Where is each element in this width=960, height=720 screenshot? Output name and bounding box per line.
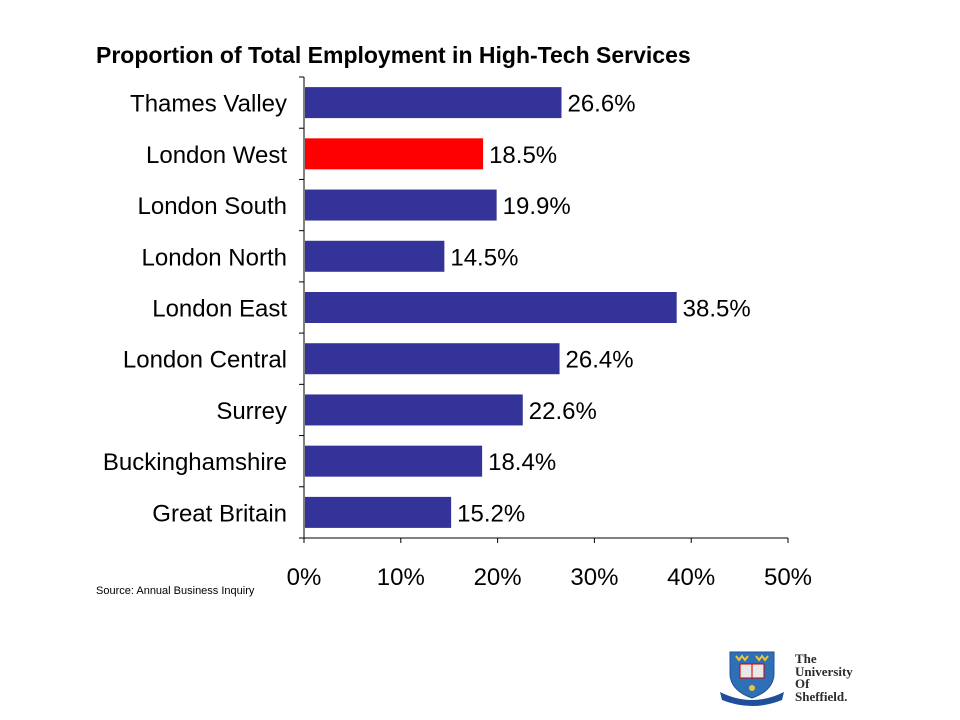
university-logo: The University Of Sheffield. [716, 648, 896, 708]
wordmark-line: Of [795, 676, 810, 691]
data-label: 18.4% [488, 449, 556, 476]
chart-title: Proportion of Total Employment in High-T… [96, 42, 691, 68]
data-label: 26.6% [567, 91, 635, 118]
bar [305, 292, 677, 323]
x-tick-label: 10% [377, 564, 425, 591]
category-label: London South [138, 193, 287, 220]
bar [305, 189, 497, 221]
data-label: 14.5% [450, 244, 518, 271]
data-label: 18.5% [489, 142, 557, 169]
bar [305, 87, 562, 119]
data-label: 15.2% [457, 500, 525, 527]
data-label: 26.4% [566, 347, 634, 374]
category-label: London West [146, 142, 287, 169]
university-wordmark: The University Of Sheffield. [795, 651, 853, 704]
bar [305, 445, 483, 477]
category-label: Thames Valley [130, 91, 287, 118]
university-crest-icon [720, 651, 784, 706]
bar [305, 138, 484, 170]
data-label: 22.6% [529, 398, 597, 425]
labels-group: Thames Valley 26.6% London West 18.5% London… [103, 91, 751, 528]
source-note: Source: Annual Business Inquiry [96, 585, 255, 597]
axes-group: 0% 10% 20% 30% 40% 50% [287, 76, 812, 591]
category-label: Buckinghamshire [103, 449, 287, 476]
x-tick-label: 40% [667, 564, 715, 591]
category-label: Surrey [216, 398, 287, 425]
data-label: 38.5% [683, 296, 751, 323]
wordmark-line: University [795, 663, 853, 679]
bar [305, 394, 523, 426]
category-label: London East [152, 296, 287, 323]
category-label: London Central [123, 347, 287, 374]
category-label: London North [142, 244, 287, 271]
bar [305, 240, 445, 272]
wordmark-line: The [795, 651, 817, 666]
x-tick-label: 30% [570, 564, 618, 591]
x-tick-label: 0% [287, 564, 322, 591]
bars-group [305, 87, 677, 528]
bar [305, 343, 560, 375]
data-label: 19.9% [503, 193, 571, 220]
x-tick-label: 50% [764, 564, 812, 591]
bar [305, 496, 452, 528]
x-tick-label: 20% [474, 564, 522, 591]
wordmark-line: Sheffield. [795, 688, 848, 704]
category-label: Great Britain [152, 500, 287, 527]
